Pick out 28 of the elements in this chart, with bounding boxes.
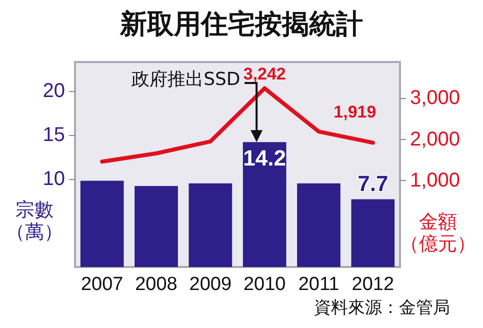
chart-title: 新取用住宅按揭統計 [119, 9, 363, 40]
data-label: 7.7 [358, 170, 388, 196]
bar [134, 186, 178, 267]
y2-tick-label: 2,000 [410, 128, 460, 150]
y-tick-label: 10 [42, 168, 65, 190]
y2-axis-title: 金額（億元） [398, 211, 477, 256]
x-tick-label: 2010 [243, 274, 286, 295]
bar [242, 142, 286, 267]
x-tick-label: 2008 [135, 274, 178, 295]
y-axis-title: 宗數（萬） [4, 199, 64, 244]
x-tick-label: 2009 [189, 274, 232, 295]
source-note: 資料來源：金管局 [313, 298, 450, 319]
bar [351, 199, 395, 267]
bar [188, 183, 232, 267]
bar [297, 183, 340, 267]
x-tick-label: 2011 [298, 274, 340, 295]
data-label: 14.2 [243, 146, 286, 171]
y2-tick-label: 1,000 [410, 170, 460, 192]
bar [80, 180, 124, 267]
y-tick-label: 15 [42, 124, 65, 146]
x-tick-label: 2007 [80, 274, 124, 295]
y-tick-label: 20 [42, 80, 65, 102]
data-label: 1,919 [334, 102, 376, 122]
x-tick-label: 2012 [352, 274, 394, 295]
data-label: 3,242 [243, 64, 286, 84]
y2-tick-label: 3,000 [410, 87, 460, 110]
annotation: 政府推出SSD [132, 69, 240, 91]
line-series [100, 86, 375, 164]
